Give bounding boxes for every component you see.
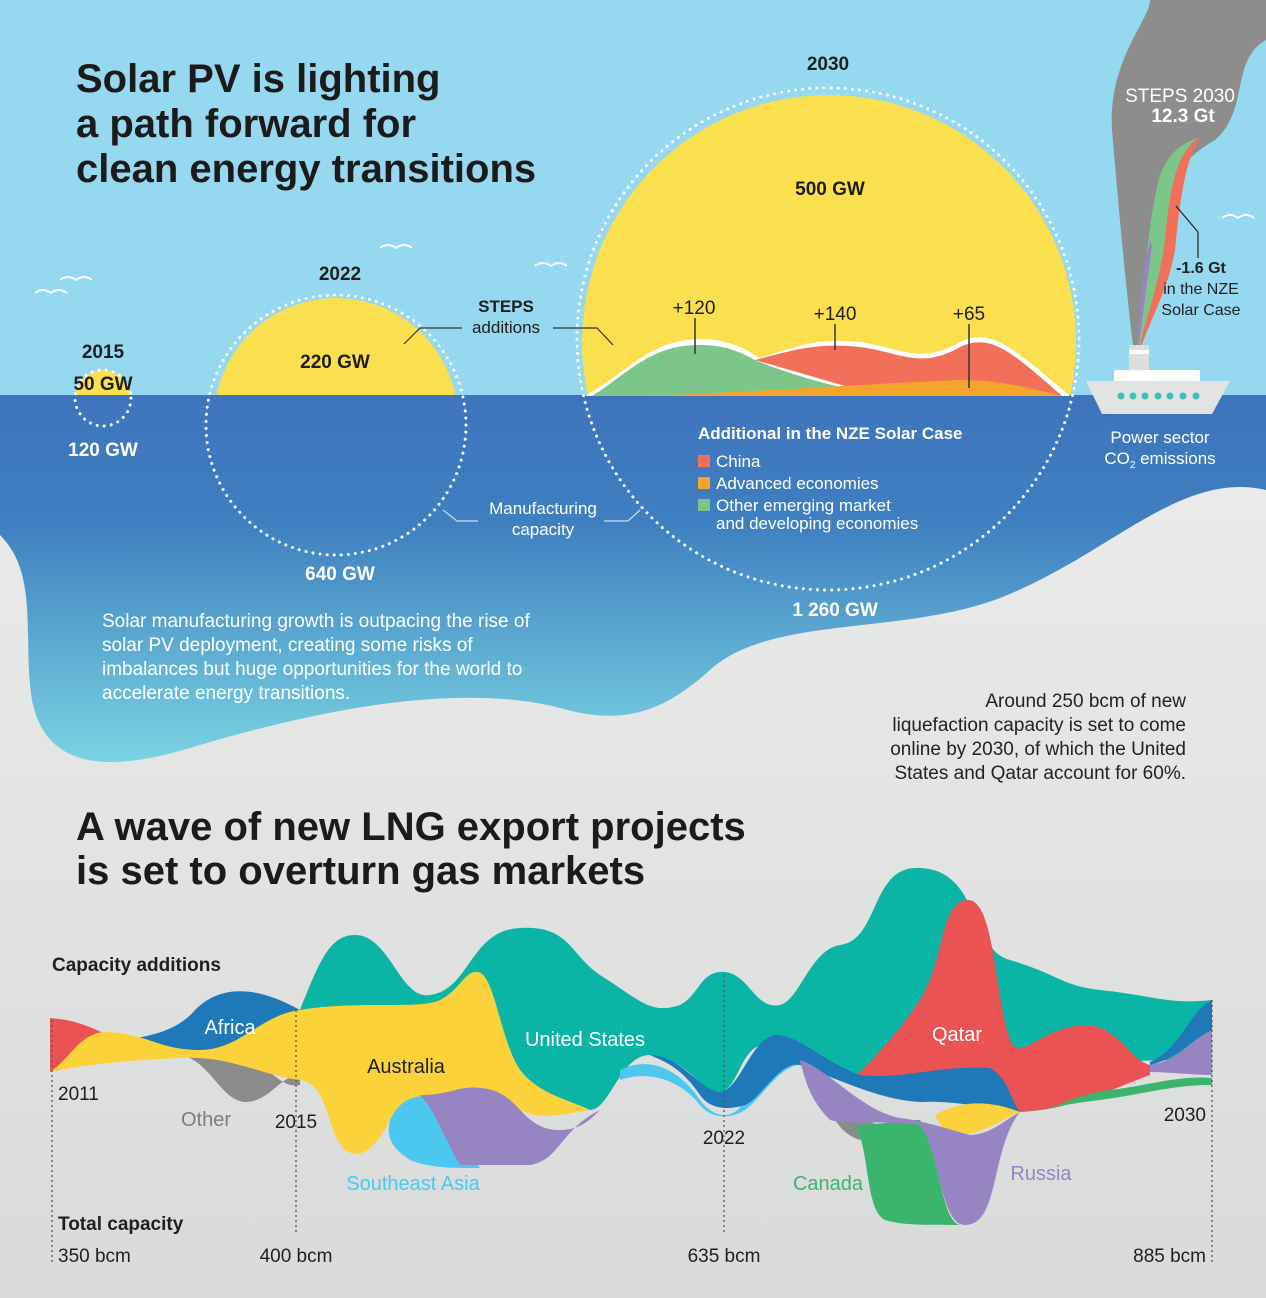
stream-late-purple: [1150, 1030, 1212, 1075]
total-2030: 885 bcm: [1133, 1246, 1206, 1267]
total-2011: 350 bcm: [58, 1246, 131, 1267]
bird-icons: [34, 214, 1255, 295]
stream-late-layers: [1020, 1077, 1212, 1112]
stream-canada: [855, 1120, 960, 1225]
emission-wedge-green: [1138, 138, 1198, 345]
year-2015: 2015: [82, 342, 125, 363]
steps-label-2: additions: [472, 318, 540, 337]
region-other: Other: [181, 1109, 231, 1131]
stream-blue-mid: [650, 1035, 1020, 1112]
svg-text:States and Qatar account for 6: States and Qatar account for 60%.: [894, 763, 1186, 784]
total-capacity-label: Total capacity: [58, 1214, 184, 1235]
sun-2015: [75, 370, 131, 395]
svg-text:online by 2030, of which the U: online by 2030, of which the United: [890, 739, 1186, 760]
region-united-states: United States: [525, 1029, 645, 1051]
svg-text:solar PV deployment, creating: solar PV deployment, creating some risks…: [102, 635, 473, 656]
deployment-2022: 220 GW: [300, 352, 370, 373]
deployment-2015: 50 GW: [73, 374, 132, 395]
nze-leader: [1175, 205, 1199, 233]
svg-text:accelerate energy transitions.: accelerate energy transitions.: [102, 683, 350, 704]
year-2022: 2022: [703, 1128, 745, 1149]
stream-late-blue: [1150, 1000, 1212, 1065]
legend-title: Additional in the NZE Solar Case: [698, 424, 962, 443]
co2-emissions-label: CO2 emissions: [1104, 449, 1215, 471]
nze-advanced-area: [640, 380, 1062, 396]
year-2015: 2015: [275, 1112, 317, 1133]
solar-title-line1: Solar PV is lighting: [76, 57, 441, 101]
legend-swatch-emde: [698, 499, 710, 511]
emission-reduction-wedges: [1140, 138, 1200, 345]
sun-2022: [216, 298, 456, 395]
stream-russia: [800, 1060, 1020, 1225]
svg-text:imbalances but huge opportunit: imbalances but huge opportunities for th…: [102, 659, 522, 680]
legend-advanced: Advanced economies: [716, 474, 879, 493]
legend-swatch-china: [698, 455, 710, 467]
stream-australia: [50, 971, 590, 1154]
legend-emde: Other emerging market: [716, 496, 891, 515]
total-2015: 400 bcm: [260, 1246, 333, 1267]
stream-mid-layers: [620, 1054, 800, 1117]
power-sector-label: Power sector: [1110, 428, 1210, 447]
manufacturing-leaders: [442, 509, 641, 522]
nze-other-emde-area: [592, 345, 880, 396]
region-southeast-asia: Southeast Asia: [346, 1173, 480, 1195]
manufacturing-2030: 1 260 GW: [792, 600, 878, 621]
region-russia: Russia: [1010, 1163, 1072, 1185]
steps-leaders: [403, 327, 614, 346]
year-2022: 2022: [319, 264, 361, 285]
stream-russia-early: [420, 1087, 600, 1165]
steps-2030-label: STEPS 2030: [1125, 86, 1235, 107]
region-africa: Africa: [204, 1017, 256, 1039]
manufacturing-2022: 640 GW: [305, 564, 375, 585]
ship-icon: [1086, 345, 1230, 414]
manufacturing-circle-2015: [73, 368, 133, 428]
capacity-additions-label: Capacity additions: [52, 955, 221, 976]
nze-reduction-label: in the NZE: [1163, 281, 1239, 298]
region-qatar: Qatar: [932, 1024, 982, 1046]
stream-qatar: [855, 900, 1150, 1112]
deployment-2030: 500 GW: [795, 179, 865, 200]
solar-body-text: Solar manufacturing growth is outpacing …: [102, 611, 530, 704]
addition-label: +65: [953, 304, 985, 325]
legend-china: China: [716, 452, 761, 471]
nze-reduction-label-2: Solar Case: [1161, 302, 1240, 319]
nze-reduction-value: -1.6 Gt: [1176, 260, 1226, 277]
region-canada: Canada: [793, 1173, 864, 1195]
lng-title-line2: is set to overturn gas markets: [76, 849, 645, 893]
manufacturing-label: Manufacturing: [489, 499, 597, 518]
svg-text:Around 250 bcm of new: Around 250 bcm of new: [985, 691, 1186, 712]
sun-2030: [582, 95, 1076, 395]
steps-label: STEPS: [478, 297, 534, 316]
lng-stream: [50, 867, 1212, 1225]
year-guides: [51, 975, 1213, 1262]
year-2011: 2011: [58, 1084, 99, 1105]
manufacturing-circle-2030: [575, 86, 1081, 592]
lng-title-line1: A wave of new LNG export projects: [76, 805, 746, 849]
manufacturing-label-2: capacity: [512, 520, 575, 539]
manufacturing-circle-2022: [204, 293, 468, 557]
steps-2030-value: 12.3 Gt: [1151, 106, 1215, 127]
svg-text:liquefaction capacity is set t: liquefaction capacity is set to come: [892, 715, 1186, 736]
legend-emde-2: and developing economies: [716, 514, 918, 533]
year-2030: 2030: [807, 54, 849, 75]
addition-label: +120: [673, 298, 716, 319]
emission-wedge-purple: [1137, 240, 1152, 345]
legend-swatch-advanced: [698, 477, 710, 489]
stream-other: [180, 1055, 300, 1102]
stream-yellow-qatar-era: [935, 1103, 1020, 1135]
total-2022: 635 bcm: [688, 1246, 761, 1267]
solar-title-line3: clean energy transitions: [76, 147, 536, 191]
addition-label: +140: [814, 304, 857, 325]
region-australia: Australia: [367, 1056, 446, 1078]
year-2030: 2030: [1164, 1105, 1206, 1126]
nze-legend: Additional in the NZE Solar Case China A…: [698, 424, 962, 533]
lng-intro-text: Around 250 bcm of new liquefaction capac…: [890, 691, 1186, 784]
svg-text:Solar manufacturing growth is: Solar manufacturing growth is outpacing …: [102, 611, 530, 632]
sea-shape: [0, 395, 1266, 763]
addition-leaders: [694, 318, 970, 388]
manufacturing-2015: 120 GW: [68, 440, 138, 461]
solar-title-line2: a path forward for: [76, 102, 416, 146]
